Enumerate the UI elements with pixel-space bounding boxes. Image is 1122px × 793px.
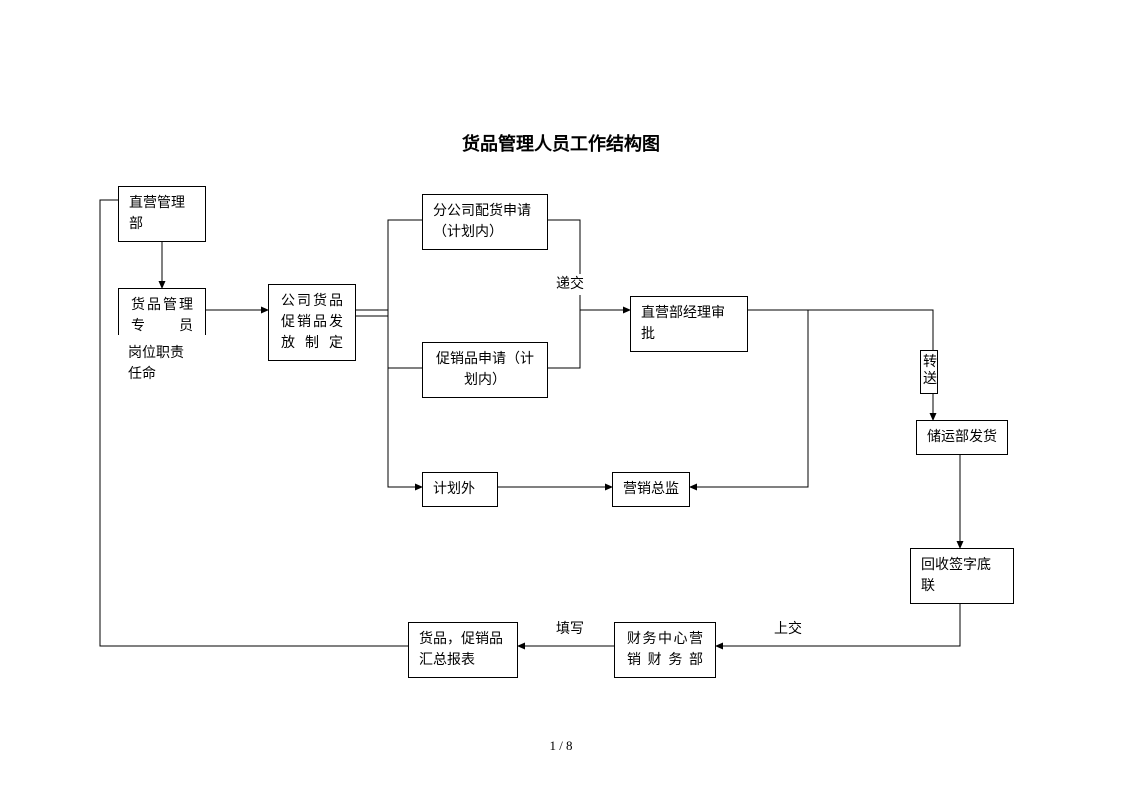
flowchart-node-n5: 分公司配货申请（计划内） (422, 194, 548, 250)
flowchart-node-n1: 直营管理部 (118, 186, 206, 242)
flowchart-node-n13: 货品，促销品汇总报表 (408, 622, 518, 678)
flowchart-node-n7: 直营部经理审批 (630, 296, 748, 352)
flowchart-node-n3: 岗位职责任命 (118, 335, 206, 391)
flowchart-label-l1: 递交 (556, 274, 584, 295)
edge-5 (548, 220, 630, 310)
page-number: 1 / 8 (0, 738, 1122, 754)
flowchart-label-l2: 转送 (920, 350, 938, 394)
flowchart-label-l3: 填写 (556, 619, 584, 640)
flowchart-node-n8: 储运部发货 (916, 420, 1008, 455)
edge-0 (100, 200, 408, 646)
flowchart-node-n12: 财务中心营销财务部 (614, 622, 716, 678)
flowchart-connectors (0, 0, 1122, 793)
flowchart-label-l4: 上交 (774, 619, 802, 640)
page-title: 货品管理人员工作结构图 (0, 130, 1122, 156)
edge-4 (388, 310, 422, 368)
flowchart-node-n11: 营销总监 (612, 472, 690, 507)
edge-3 (356, 220, 422, 310)
flowchart-node-n9: 回收签字底联 (910, 548, 1014, 604)
edge-8 (356, 316, 422, 487)
flowchart-node-n10: 计划外 (422, 472, 498, 507)
flowchart-node-n6: 促销品申请（计划内） (422, 342, 548, 398)
flowchart-node-n4: 公司货品促销品发放制定 (268, 284, 356, 361)
edge-6 (548, 310, 580, 368)
edge-stub-transfer (808, 310, 933, 350)
